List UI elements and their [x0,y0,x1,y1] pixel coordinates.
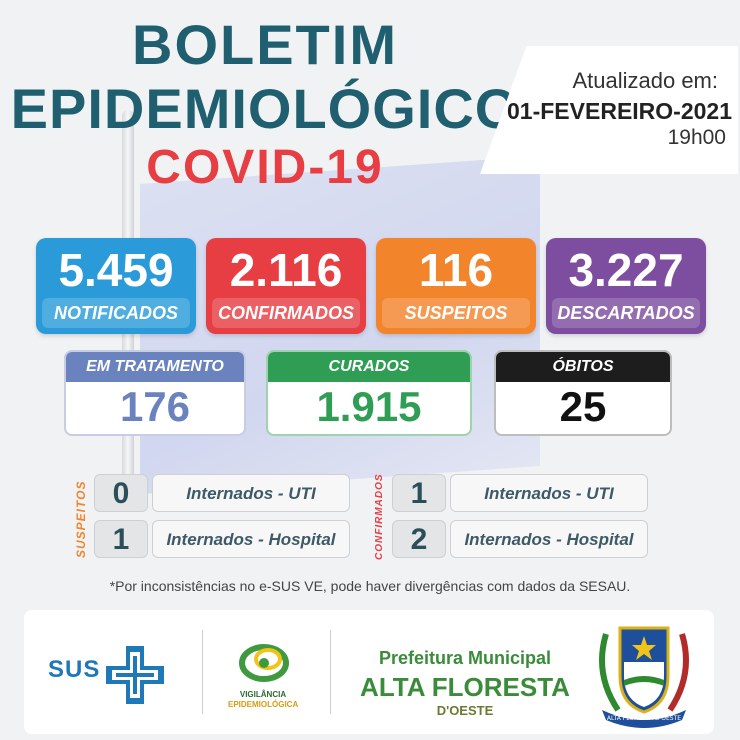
suspects-uti-label: Internados - UTI [152,474,350,512]
update-panel [480,46,738,174]
crest-banner-text: ALTA FLORESTA D'OESTE [607,715,681,722]
confirmed-hospital-count: 2 [392,520,446,558]
suspects-uti-count: 0 [94,474,148,512]
stat-value: 2.116 [229,244,343,296]
city-suffix: D'OESTE [436,703,494,718]
vigilancia-logo-icon [239,644,289,682]
status-value: 25 [559,383,607,430]
stat-label: NOTIFICADOS [42,298,190,328]
title-line-1: BOLETIM [132,13,398,76]
status-header: EM TRATAMENTO [66,352,244,382]
stat-card-confirmados: 2.116 CONFIRMADOS [206,238,366,334]
status-card-deaths: ÓBITOS 25 [494,350,672,436]
stat-label: DESCARTADOS [552,298,700,328]
footer-divider [202,630,203,714]
status-value: 176 [119,383,191,430]
update-time: 19h00 [667,126,726,149]
suspects-hospital-label: Internados - Hospital [152,520,350,558]
stat-label: SUSPEITOS [382,298,530,328]
stat-card-notificados: 5.459 NOTIFICADOS [36,238,196,334]
title-line-2: EPIDEMIOLÓGICO [10,77,520,140]
suspects-hospital-count: 1 [94,520,148,558]
stat-label: CONFIRMADOS [212,298,360,328]
suspects-side-label: SUSPEITOS [74,480,88,558]
status-card-cured: CURADOS 1.915 [266,350,472,436]
sus-logo-text: SUS [48,656,101,683]
update-date: 01-FEVEREIRO-2021 [507,98,732,124]
stat-value: 5.459 [58,244,174,296]
vigilancia-text-2: EPIDEMIOLÓGICA [228,700,299,709]
status-header: CURADOS [268,352,470,382]
stat-card-suspeitos: 116 SUSPEITOS [376,238,536,334]
title-line-3: COVID-19 [146,141,384,194]
city-name: ALTA FLORESTA [360,672,570,702]
confirmed-side-label: CONFIRMADOS [374,473,385,560]
vigilancia-text-1: VIGILÂNCIA [239,690,287,699]
confirmed-hospital-label: Internados - Hospital [450,520,648,558]
disclaimer-note: *Por inconsistências no e-SUS VE, pode h… [109,578,631,594]
sus-cross-icon [106,646,164,704]
update-label: Atualizado em: [572,68,718,93]
prefeitura-label: Prefeitura Municipal [378,648,552,668]
footer-divider [330,630,331,714]
stat-value: 3.227 [568,244,684,296]
status-header: ÓBITOS [496,352,670,382]
stat-value: 116 [418,244,494,296]
status-card-treatment: EM TRATAMENTO 176 [64,350,246,436]
status-value: 1.915 [316,383,422,430]
municipal-crest-icon: ALTA FLORESTA D'OESTE [599,626,689,728]
confirmed-uti-count: 1 [392,474,446,512]
stat-card-descartados: 3.227 DESCARTADOS [546,238,706,334]
confirmed-uti-label: Internados - UTI [450,474,648,512]
